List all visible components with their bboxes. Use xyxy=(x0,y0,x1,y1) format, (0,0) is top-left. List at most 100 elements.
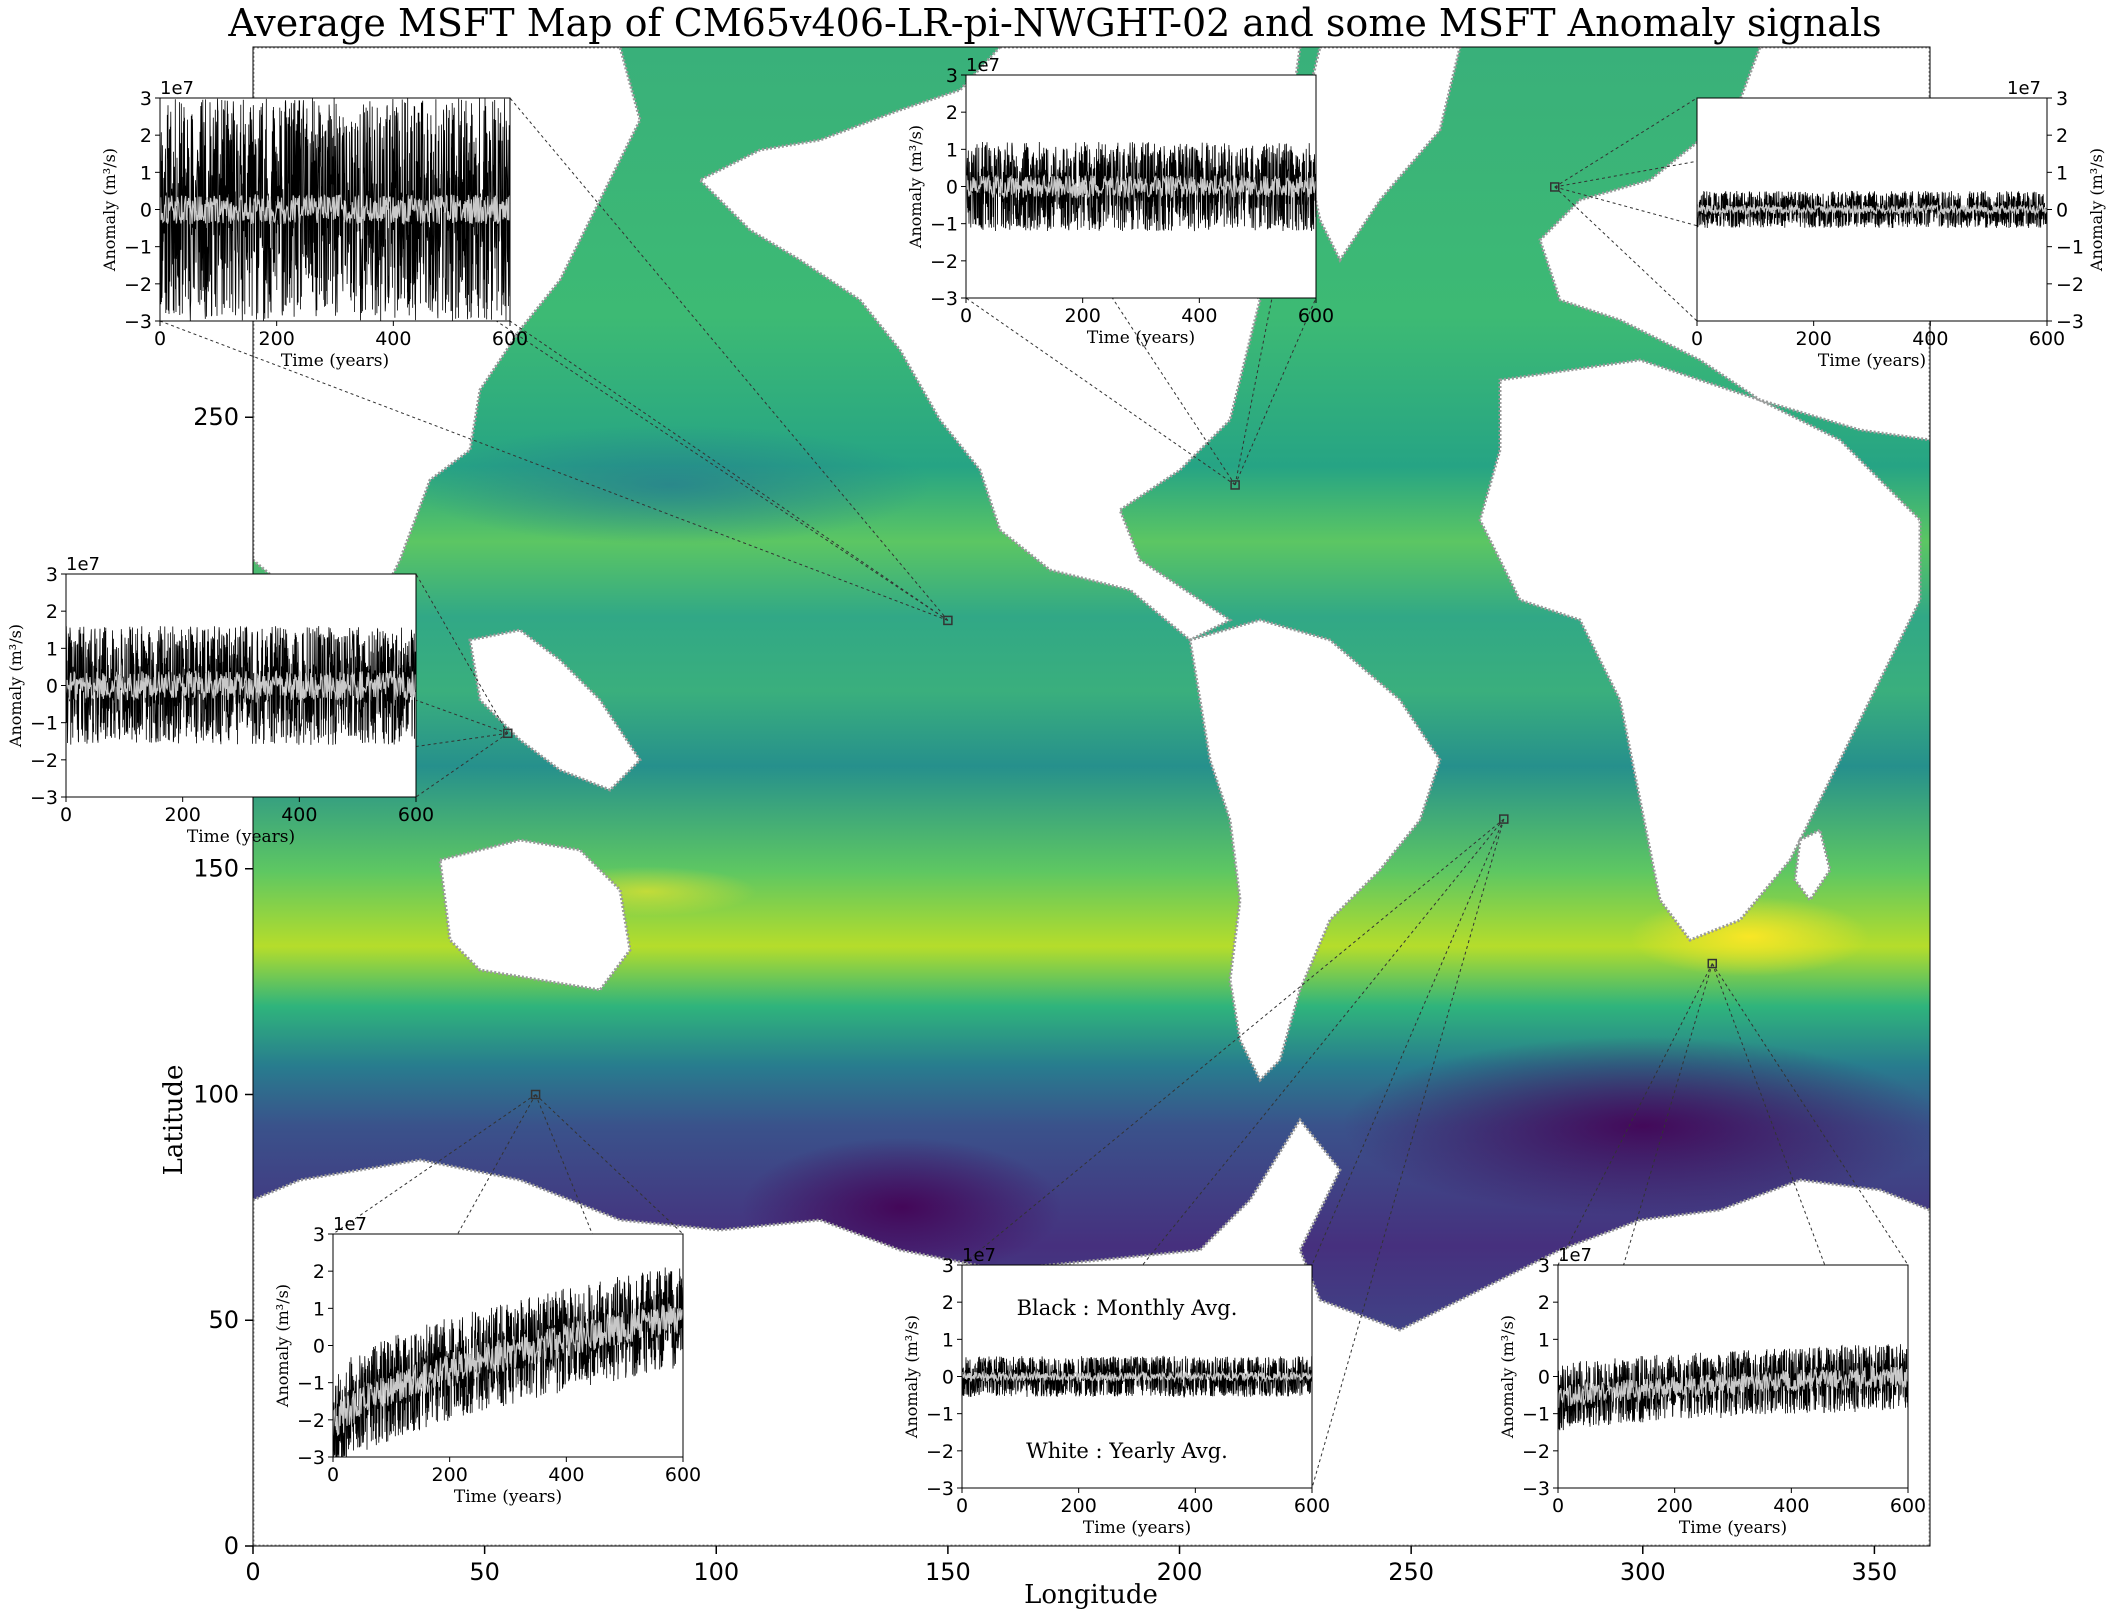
inset-y-tick-label: −2 xyxy=(1522,1441,1550,1463)
inset-x-tick-label: 600 xyxy=(1298,305,1334,327)
inset-y-tick-label: −3 xyxy=(930,288,958,310)
inset-x-tick-label: 600 xyxy=(665,1464,701,1486)
inset-y-tick-label: 1 xyxy=(140,162,152,184)
inset-nordic-seas: 0 200 400 600−3 −2 −1 0 1 2 3 1e7 Time (years) Anoma… xyxy=(1691,78,2106,371)
inset-marker xyxy=(1707,958,1718,969)
inset-y-tick-label: 0 xyxy=(946,177,958,199)
inset-y-tick-label: −2 xyxy=(124,274,152,296)
inset-marker xyxy=(503,728,513,739)
inset-connector xyxy=(1554,97,1698,188)
monthly-series xyxy=(159,97,511,322)
inset-y-tick-label: −3 xyxy=(30,787,58,809)
inset-scale-label: 1e7 xyxy=(1558,1245,1592,1266)
inset-x-label: Time (years) xyxy=(281,351,389,371)
inset-connector xyxy=(1554,186,1698,322)
inset-scale-label: 1e7 xyxy=(160,78,194,99)
inset-scale-label: 1e7 xyxy=(962,1245,996,1266)
inset-y-label: Anomaly (m³/s) xyxy=(273,1284,292,1408)
inset-agulhas: 0 200 400 600 −3 −2 −1 0 1 2 3 1e7 Time (years) Anoma… xyxy=(1498,1245,1926,1538)
inset-y-label: Anomaly (m³/s) xyxy=(1498,1315,1517,1439)
yearly-series xyxy=(965,174,1317,200)
inset-y-tick-label: −1 xyxy=(124,237,152,259)
inset-scale-label: 1e7 xyxy=(66,554,100,575)
inset-x-tick-label: 400 xyxy=(1177,1495,1213,1517)
y-tick-label: 0 xyxy=(224,1532,239,1560)
north-pacific-gyre xyxy=(409,424,930,545)
x-tick-label: 300 xyxy=(1620,1558,1666,1586)
inset-y-tick-label: 2 xyxy=(942,1292,954,1314)
inset-y-tick-label: −1 xyxy=(2056,237,2084,259)
inset-connector xyxy=(1557,963,1713,1266)
land-greenland xyxy=(1298,47,1462,263)
y-axis-label: Latitude xyxy=(159,1065,189,1176)
inset-x-label: Time (years) xyxy=(454,1487,562,1507)
inset-connector xyxy=(415,732,509,798)
yearly-series xyxy=(1557,1365,1909,1408)
inset-x-tick-label: 200 xyxy=(165,804,201,826)
inset-y-tick-label: −2 xyxy=(930,251,958,273)
inset-y-tick-label: 3 xyxy=(946,65,958,87)
inset-x-label: Time (years) xyxy=(1679,1518,1787,1538)
inset-y-tick-label: −2 xyxy=(926,1441,954,1463)
inset-y-tick-label: 0 xyxy=(46,676,58,698)
inset-y-tick-label: 1 xyxy=(1538,1329,1550,1351)
inset-connector xyxy=(535,1094,684,1235)
inset-marker xyxy=(943,615,953,626)
inset-y-tick-label: 1 xyxy=(2056,162,2068,184)
land-africa xyxy=(1478,358,1922,942)
yearly-series xyxy=(1696,203,2048,217)
inset-y-tick-label: 0 xyxy=(2056,200,2068,222)
monthly-series xyxy=(65,626,417,745)
land-australia xyxy=(438,838,632,992)
monthly-series xyxy=(332,1267,684,1458)
inset-scale-label: 1e7 xyxy=(333,1214,367,1235)
inset-indonesia: 0 200 400 600 −3 −2 −1 0 1 2 3 1e7 Time (years) Anoma… xyxy=(6,554,434,847)
inset-x-tick-label: 200 xyxy=(1796,328,1832,350)
inset-x-tick-label: 400 xyxy=(548,1464,584,1486)
inset-south-atlantic: 0 200 400 600 −3 −2 −1 0 1 2 3 1e7 Time (years) Anoma… xyxy=(902,1245,1330,1538)
y-tick-label: 100 xyxy=(193,1080,239,1108)
inset-x-label: Time (years) xyxy=(1818,351,1926,371)
inset-connector xyxy=(332,1094,536,1235)
inset-marker xyxy=(1499,814,1509,824)
inset-x-tick-label: 0 xyxy=(1552,1495,1564,1517)
y-tick-label: 50 xyxy=(208,1306,239,1334)
inset-y-tick-label: −2 xyxy=(30,750,58,772)
yearly-series xyxy=(159,194,511,225)
inset-x-tick-label: 200 xyxy=(1061,1495,1097,1517)
inset-gulf-stream: 0 200 400 600 −3 −2 −1 0 1 2 3 1e7 Time (years) Anoma… xyxy=(906,55,1334,348)
inset-x-tick-label: 600 xyxy=(1294,1495,1330,1517)
monthly-series xyxy=(1696,190,2048,229)
inset-y-tick-label: 0 xyxy=(140,200,152,222)
inset-x-tick-label: 400 xyxy=(1912,328,1948,350)
inset-y-tick-label: 2 xyxy=(2056,125,2068,147)
inset-x-tick-label: 400 xyxy=(281,804,317,826)
x-tick-label: 0 xyxy=(245,1558,260,1586)
inset-y-tick-label: 2 xyxy=(1538,1292,1550,1314)
inset-x-tick-label: 400 xyxy=(375,328,411,350)
x-tick-label: 100 xyxy=(693,1558,739,1586)
inset-north-pacific: 0 200 400 600 −3 −2 −1 0 1 2 3 1e7 Time (years) Anoma… xyxy=(100,78,528,371)
inset-connector xyxy=(965,297,1236,486)
yearly-series xyxy=(961,1370,1313,1384)
inset-x-tick-label: 200 xyxy=(1065,305,1101,327)
inset-y-tick-label: 1 xyxy=(313,1298,325,1320)
land-madagascar xyxy=(1793,827,1832,903)
inset-y-tick-label: 2 xyxy=(140,125,152,147)
inset-x-tick-label: 0 xyxy=(1691,328,1703,350)
inset-annotation: White : Yearly Avg. xyxy=(1026,1439,1228,1463)
inset-y-tick-label: 3 xyxy=(942,1255,954,1277)
x-axis-label: Longitude xyxy=(1024,1580,1158,1610)
yearly-series xyxy=(332,1303,684,1437)
x-tick-label: 350 xyxy=(1852,1558,1898,1586)
inset-scale-label: 1e7 xyxy=(966,55,1000,76)
inset-x-tick-label: 600 xyxy=(398,804,434,826)
inset-y-tick-label: −1 xyxy=(30,713,58,735)
inset-x-tick-label: 0 xyxy=(327,1464,339,1486)
inset-y-tick-label: 0 xyxy=(942,1367,954,1389)
y-tick-label: 250 xyxy=(193,403,239,431)
inset-connector xyxy=(159,320,949,621)
inset-y-tick-label: −1 xyxy=(297,1373,325,1395)
inset-y-tick-label: 2 xyxy=(946,102,958,124)
